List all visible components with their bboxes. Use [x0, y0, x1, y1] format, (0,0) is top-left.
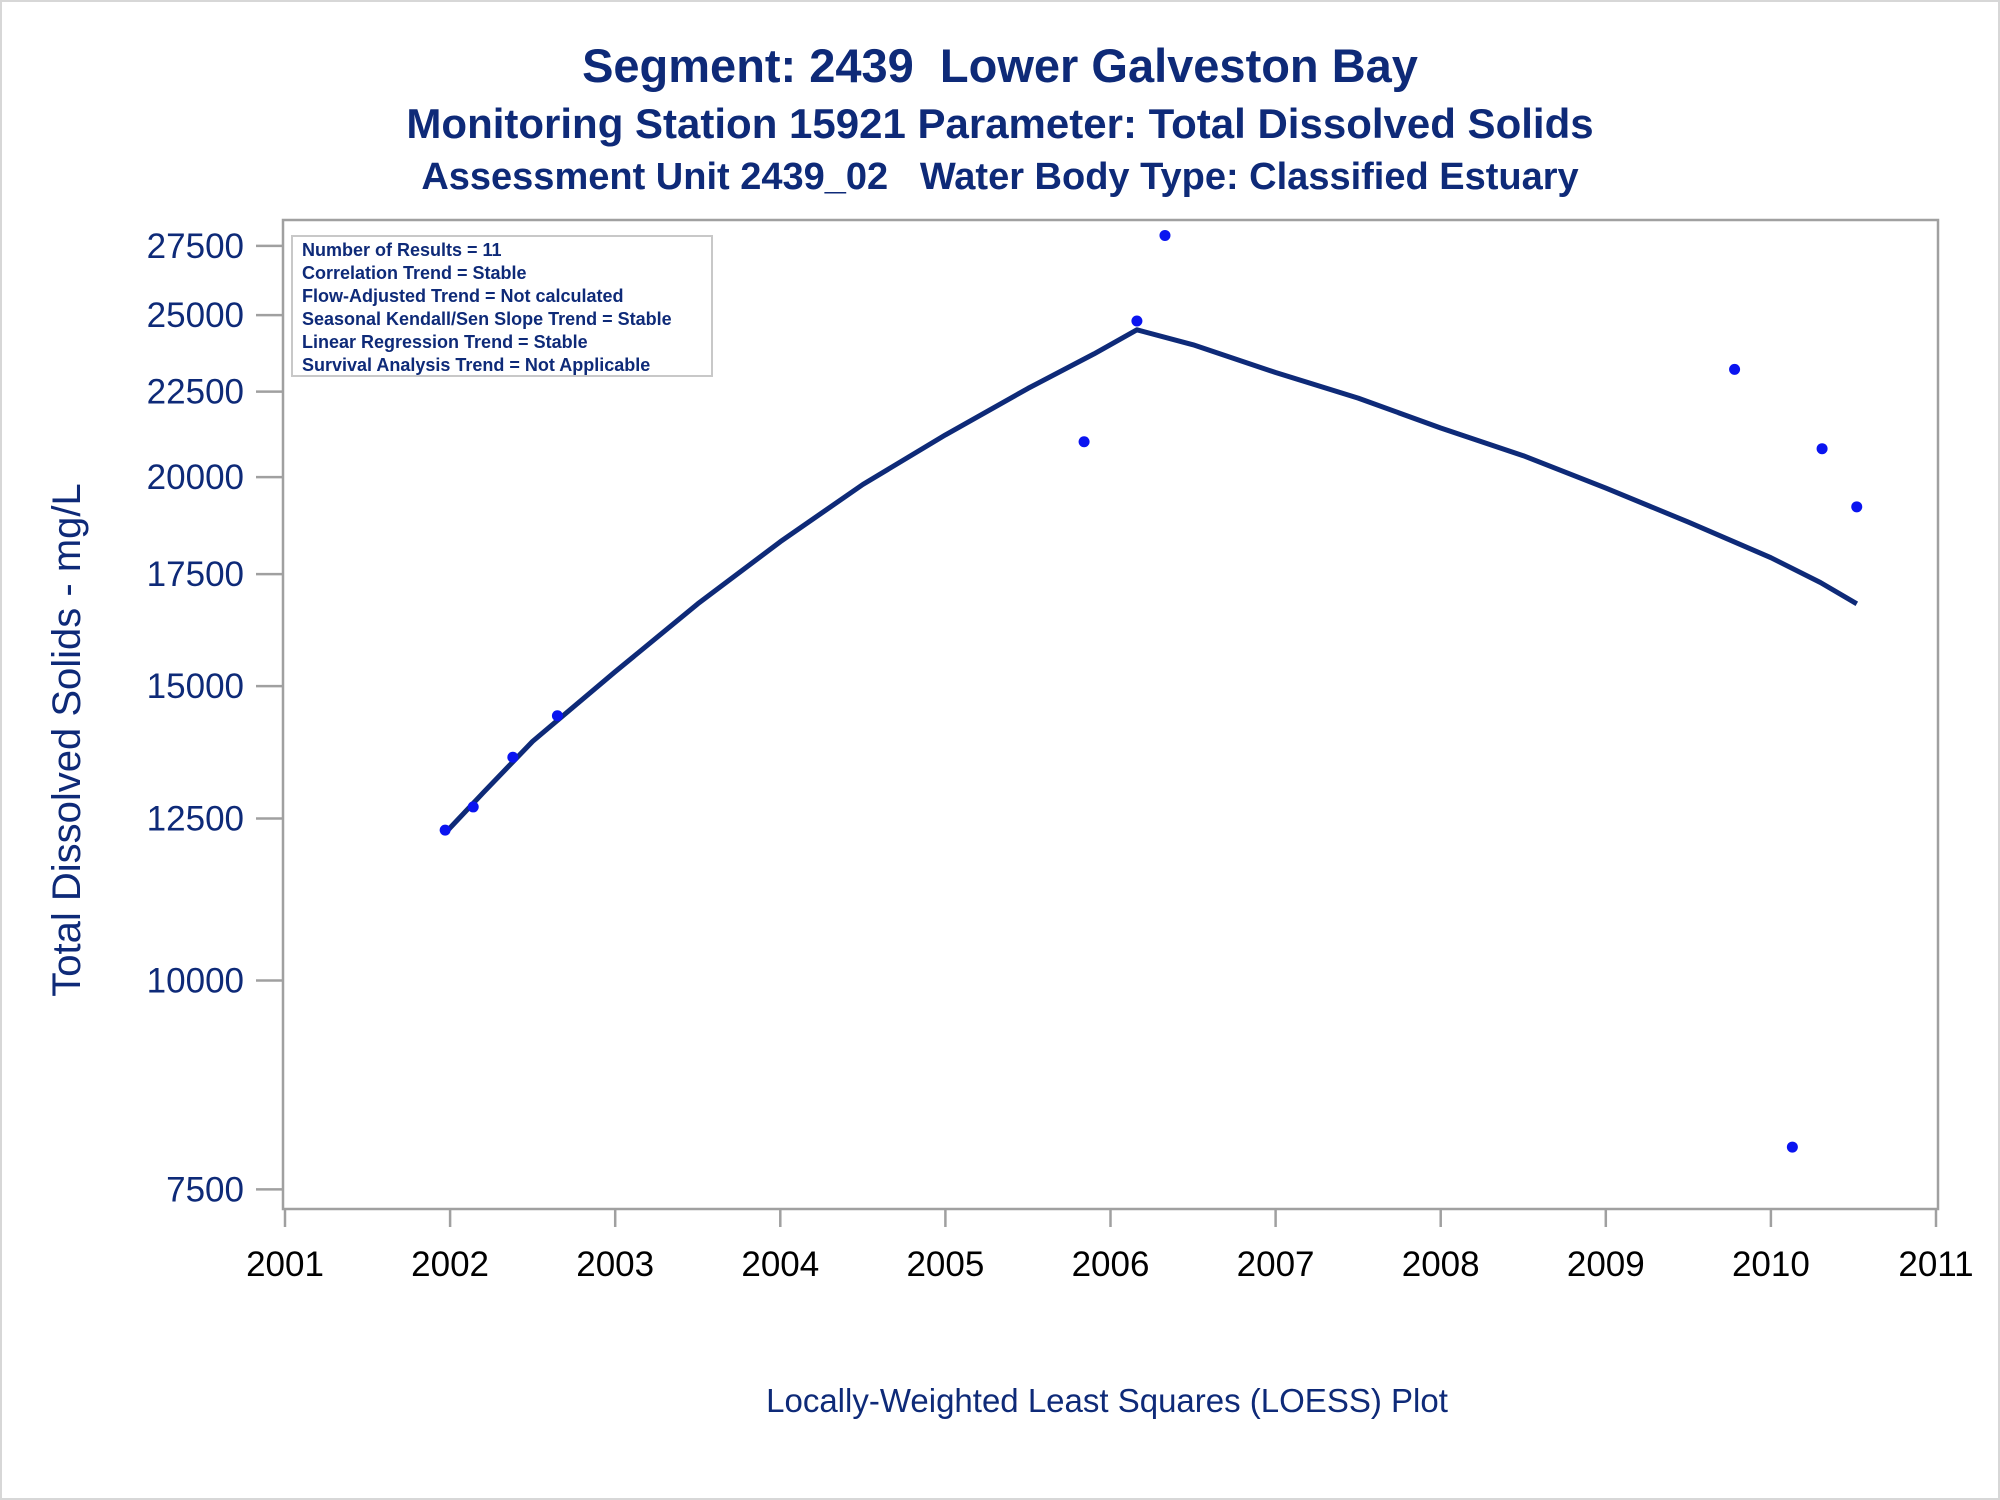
data-point — [1078, 436, 1090, 448]
loess-line — [443, 327, 1859, 835]
x-tick-label: 2008 — [1402, 1245, 1480, 1284]
data-point — [507, 751, 519, 763]
x-tick-label: 2003 — [576, 1245, 654, 1284]
trend-summary-border — [291, 235, 713, 377]
y-tick-label: 12500 — [147, 799, 244, 838]
data-point — [439, 824, 451, 836]
inset-line: Correlation Trend = Stable — [302, 263, 527, 283]
data-point — [1851, 501, 1863, 513]
data-point — [1786, 1141, 1798, 1153]
inset-line: Number of Results = 11 — [302, 240, 502, 260]
y-axis: 7500 10000 12500 15000 17500 20000 22500 25000 2… — [147, 227, 283, 1209]
y-axis-title: Total Dissolved Solids - mg/L — [45, 483, 89, 997]
inset-line: Linear Regression Trend = Stable — [302, 332, 588, 352]
data-points-group — [439, 229, 1863, 1153]
inset-line: Survival Analysis Trend = Not Applicable — [302, 355, 650, 375]
x-tick-label: 2009 — [1567, 1245, 1645, 1284]
x-tick-label: 2011 — [1898, 1245, 1973, 1284]
y-tick-label: 7500 — [166, 1170, 244, 1209]
chart-subtitle-station: Monitoring Station 15921 Parameter: Tota… — [406, 100, 1594, 147]
data-point — [551, 710, 563, 722]
x-tick-label: 2005 — [906, 1245, 984, 1284]
x-tick-label: 2001 — [246, 1245, 324, 1284]
chart-title: Segment: 2439 Lower Galveston Bay — [582, 39, 1418, 92]
y-tick-label: 22500 — [147, 373, 244, 412]
data-point — [467, 801, 479, 813]
loess-line-group — [443, 327, 1859, 835]
trend-summary-box: Number of Results = 11 Correlation Trend… — [291, 235, 713, 377]
y-tick-label: 27500 — [147, 227, 244, 266]
x-tick-label: 2004 — [741, 1245, 819, 1284]
inset-line: Flow-Adjusted Trend = Not calculated — [302, 286, 624, 306]
x-axis: 2001 2002 2003 2004 2005 2006 2007 2008 2009 2010… — [246, 1209, 1974, 1284]
y-tick-label: 15000 — [147, 667, 244, 706]
data-point — [1816, 443, 1828, 455]
y-tick-label: 25000 — [147, 296, 244, 335]
x-tick-label: 2010 — [1732, 1245, 1810, 1284]
data-point — [1159, 229, 1171, 241]
y-tick-label: 20000 — [147, 458, 244, 497]
x-tick-label: 2002 — [411, 1245, 489, 1284]
data-point — [1131, 315, 1143, 327]
inset-line: Seasonal Kendall/Sen Slope Trend = Stabl… — [302, 309, 672, 329]
chart-subtitle-assessment: Assessment Unit 2439_02 Water Body Type:… — [421, 156, 1579, 198]
footnote: Locally-Weighted Least Squares (LOESS) P… — [766, 1382, 1448, 1419]
y-tick-label: 17500 — [147, 555, 244, 594]
y-tick-label: 10000 — [147, 961, 244, 1000]
x-tick-label: 2007 — [1237, 1245, 1315, 1284]
data-point — [1729, 363, 1741, 375]
x-tick-label: 2006 — [1072, 1245, 1150, 1284]
